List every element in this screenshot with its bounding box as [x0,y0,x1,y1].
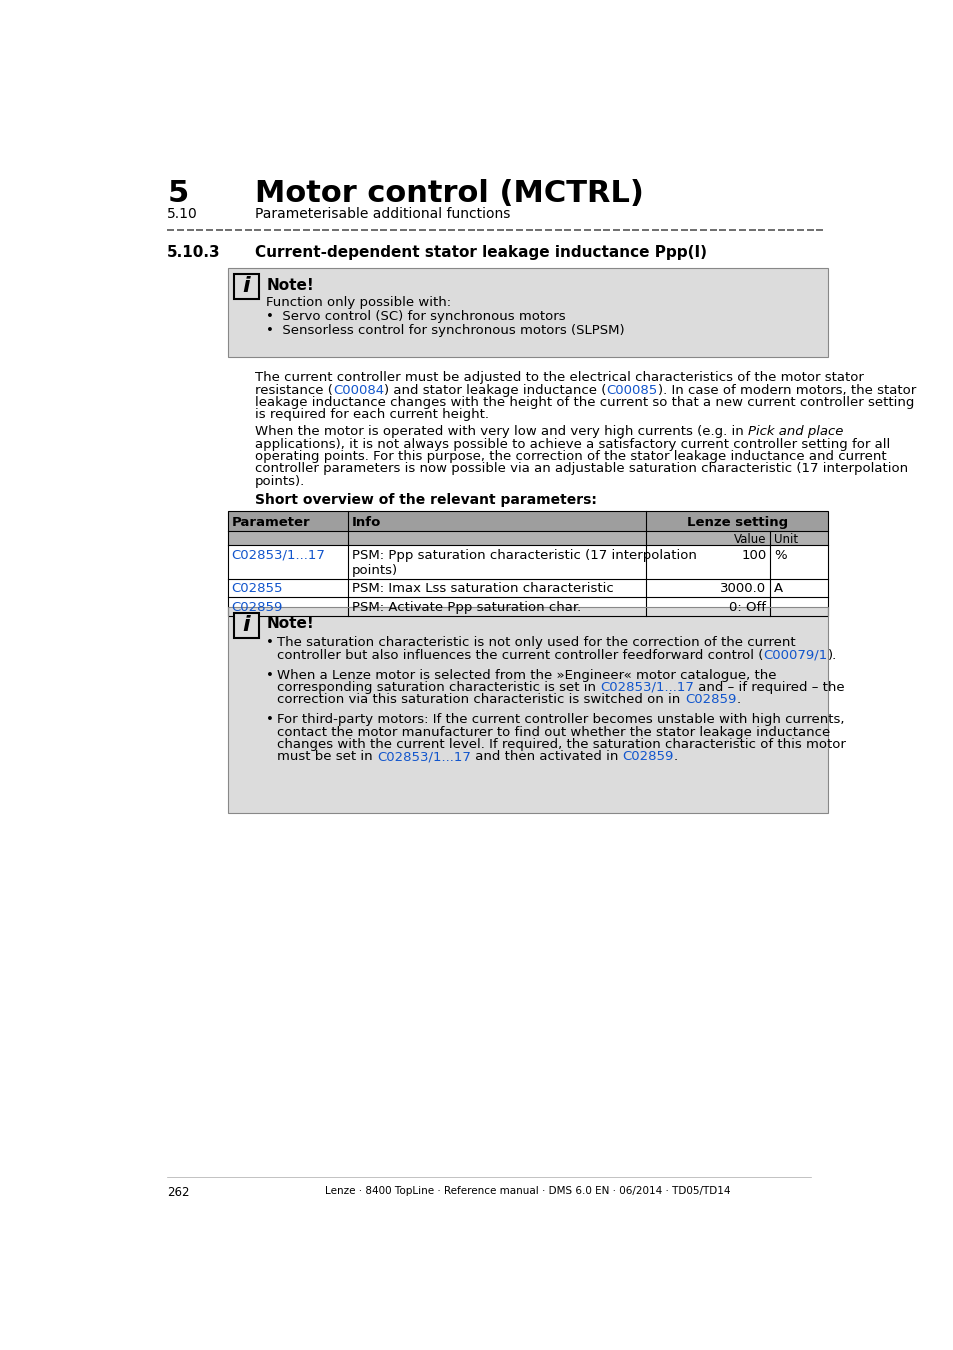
Text: is required for each current height.: is required for each current height. [254,409,488,421]
Text: C02853/1...17: C02853/1...17 [232,548,325,562]
Text: Parameter: Parameter [232,516,310,529]
Text: changes with the current level. If required, the saturation characteristic of th: changes with the current level. If requi… [277,738,845,751]
Text: Note!: Note! [266,617,314,632]
Text: controller parameters is now possible via an adjustable saturation characteristi: controller parameters is now possible vi… [254,462,907,475]
Text: Pick and place: Pick and place [747,425,842,439]
Text: •: • [266,713,274,726]
Text: For third-party motors: If the current controller becomes unstable with high cur: For third-party motors: If the current c… [277,713,844,726]
Text: PSM: Activate Ppp saturation char.: PSM: Activate Ppp saturation char. [352,601,580,614]
Text: A: A [773,582,782,595]
Text: leakage inductance changes with the height of the current so that a new current : leakage inductance changes with the heig… [254,396,913,409]
Text: contact the motor manufacturer to find out whether the stator leakage inductance: contact the motor manufacturer to find o… [277,726,830,738]
Text: must be set in: must be set in [277,751,376,763]
Text: Lenze · 8400 TopLine · Reference manual · DMS 6.0 EN · 06/2014 · TD05/TD14: Lenze · 8400 TopLine · Reference manual … [325,1187,730,1196]
Text: C02853/1...17: C02853/1...17 [376,751,471,763]
Text: %: % [773,548,786,562]
Text: 5.10: 5.10 [167,207,198,220]
Text: .: . [674,751,678,763]
Text: •  Sensorless control for synchronous motors (SLPSM): • Sensorless control for synchronous mot… [266,324,624,336]
Text: C02855: C02855 [232,582,283,595]
Text: 100: 100 [740,548,765,562]
Bar [228,510,827,616]
Text: controller but also influences the current controller feedforward control (: controller but also influences the curre… [277,648,763,662]
Text: •: • [266,668,274,682]
Bar [228,608,827,814]
Text: points).: points). [254,475,305,487]
Text: C02853/1...17: C02853/1...17 [600,680,694,694]
Bar [228,544,827,616]
Text: When the motor is operated with very low and very high currents (e.g. in: When the motor is operated with very low… [254,425,747,439]
Text: Unit: Unit [773,533,798,547]
Text: C00085: C00085 [605,383,657,397]
Text: ). In case of modern motors, the stator: ). In case of modern motors, the stator [657,383,915,397]
Text: Motor control (MCTRL): Motor control (MCTRL) [254,180,643,208]
Text: Note!: Note! [266,278,314,293]
Text: 0: Off: 0: Off [729,601,765,614]
Text: C00084: C00084 [333,383,383,397]
Text: applications), it is not always possible to achieve a satisfactory current contr: applications), it is not always possible… [254,437,889,451]
Text: corresponding saturation characteristic is set in: corresponding saturation characteristic … [277,680,600,694]
Text: 262: 262 [167,1187,190,1199]
Text: 5.10.3: 5.10.3 [167,246,221,261]
Text: i: i [242,275,250,296]
Text: Parameterisable additional functions: Parameterisable additional functions [254,207,510,220]
Text: •  Servo control (SC) for synchronous motors: • Servo control (SC) for synchronous mot… [266,310,565,323]
Text: and – if required – the: and – if required – the [694,680,844,694]
Text: operating points. For this purpose, the correction of the stator leakage inducta: operating points. For this purpose, the … [254,450,885,463]
Text: Value: Value [733,533,765,547]
Text: The saturation characteristic is not only used for the correction of the current: The saturation characteristic is not onl… [277,636,795,649]
Text: i: i [242,614,250,634]
Bar [233,274,258,300]
Text: PSM: Imax Lss saturation characteristic: PSM: Imax Lss saturation characteristic [352,582,613,595]
Text: .: . [736,694,740,706]
Bar [228,608,827,814]
Text: Short overview of the relevant parameters:: Short overview of the relevant parameter… [254,493,597,508]
Text: C02859: C02859 [622,751,674,763]
Text: 5: 5 [167,180,189,208]
Text: correction via this saturation characteristic is switched on in: correction via this saturation character… [277,694,684,706]
Bar [228,531,827,544]
Text: C02859: C02859 [232,601,283,614]
Text: resistance (: resistance ( [254,383,333,397]
Text: and then activated in: and then activated in [471,751,622,763]
Text: PSM: Ppp saturation characteristic (17 interpolation
points): PSM: Ppp saturation characteristic (17 i… [352,548,696,576]
Text: The current controller must be adjusted to the electrical characteristics of the: The current controller must be adjusted … [254,371,862,385]
Text: Info: Info [352,516,381,529]
Bar [228,269,827,356]
Text: ) and stator leakage inductance (: ) and stator leakage inductance ( [383,383,605,397]
Text: C02859: C02859 [684,694,736,706]
Text: 3000.0: 3000.0 [720,582,765,595]
Bar [228,510,827,531]
Text: ).: ). [827,648,837,662]
Text: Current-dependent stator leakage inductance Ppp(I): Current-dependent stator leakage inducta… [254,246,706,261]
Text: C00079/1: C00079/1 [763,648,827,662]
Text: Function only possible with:: Function only possible with: [266,296,451,309]
Bar [228,269,827,356]
Text: When a Lenze motor is selected from the »Engineer« motor catalogue, the: When a Lenze motor is selected from the … [277,668,776,682]
Text: •: • [266,636,274,649]
Bar [233,613,258,637]
Text: Lenze setting: Lenze setting [686,516,787,529]
